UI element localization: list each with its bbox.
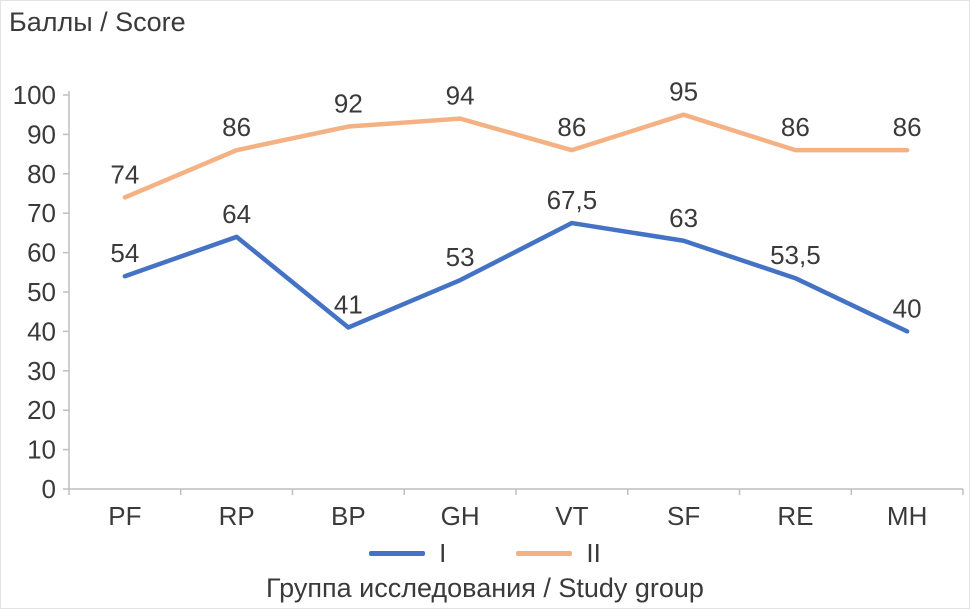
legend-item-II: II	[516, 537, 601, 569]
legend-label-II: II	[586, 537, 601, 568]
chart-legend: I II	[1, 534, 969, 572]
y-tick-label: 40	[27, 316, 56, 346]
series-II-line	[122, 112, 910, 200]
legend-swatch-II	[516, 550, 573, 556]
x-category-label: BP	[331, 501, 366, 531]
series-II-data-label: 92	[334, 89, 363, 119]
series-II-data-label: 86	[781, 112, 810, 142]
series-I-data-label: 63	[669, 203, 698, 233]
x-axis-title: Группа исследования / Study group	[266, 573, 704, 603]
chart-title: Баллы / Score	[9, 7, 186, 37]
x-category-label: PF	[108, 501, 141, 531]
series-II-data-label: 74	[110, 159, 139, 189]
series-I-data-label: 41	[334, 289, 363, 319]
y-tick-label: 100	[13, 80, 56, 110]
series-I-data-label: 40	[893, 293, 922, 323]
series-I-data-label: 54	[110, 238, 139, 268]
series-I-data-label: 53,5	[770, 240, 821, 270]
series-II-data-label: 86	[557, 112, 586, 142]
y-tick-label: 80	[27, 159, 56, 189]
series-II-data-label: 95	[669, 77, 698, 107]
legend-swatch-I	[369, 550, 426, 556]
series-I-line	[122, 220, 910, 334]
series-II-data-label: 94	[446, 81, 475, 111]
x-category-label: MH	[887, 501, 927, 531]
y-tick-label: 70	[27, 198, 56, 228]
y-tick-label: 20	[27, 395, 56, 425]
series-I-data-label: 67,5	[547, 185, 598, 215]
x-category-label: VT	[555, 501, 588, 531]
y-tick-label: 0	[42, 474, 56, 504]
y-tick-label: 10	[27, 435, 56, 465]
series-I-data-label: 53	[446, 242, 475, 272]
y-tick-label: 90	[27, 119, 56, 149]
x-category-label: RE	[777, 501, 813, 531]
y-tick-label: 30	[27, 356, 56, 386]
y-tick-label: 60	[27, 238, 56, 268]
x-category-label: RP	[219, 501, 255, 531]
chart-plot-area: 0 10 20 30 40 50 60 70 80 90 100 PF RP BP GH VT SF RE MH 54…	[13, 77, 964, 531]
series-I-data-label: 64	[222, 199, 251, 229]
legend-item-I: I	[369, 538, 446, 569]
series-II-data-label: 86	[893, 112, 922, 142]
x-category-label: SF	[667, 501, 700, 531]
y-tick-label: 50	[27, 277, 56, 307]
x-category-label: GH	[441, 501, 480, 531]
series-II-data-label: 86	[222, 112, 251, 142]
legend-label-I: I	[439, 537, 447, 568]
